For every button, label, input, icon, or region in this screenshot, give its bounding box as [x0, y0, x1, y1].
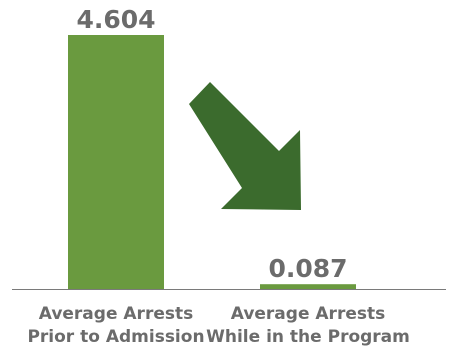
- down-right-arrow-icon: [189, 82, 301, 210]
- category-label-2-line-2: While in the Program: [206, 327, 410, 347]
- category-label-2-line-1: Average Arrests: [231, 304, 385, 324]
- category-label-1-line-1: Average Arrests: [39, 304, 193, 324]
- value-labels-group: 4.604 0.087: [76, 5, 347, 283]
- bar-2: [260, 284, 356, 289]
- category-label-1-line-2: Prior to Admission: [27, 327, 204, 347]
- bar-1: [68, 35, 164, 289]
- bars-group: [68, 35, 356, 289]
- value-label-1: 4.604: [76, 5, 155, 34]
- value-label-2: 0.087: [268, 254, 347, 283]
- category-labels-group: Average Arrests Prior to Admission Average…: [27, 304, 409, 347]
